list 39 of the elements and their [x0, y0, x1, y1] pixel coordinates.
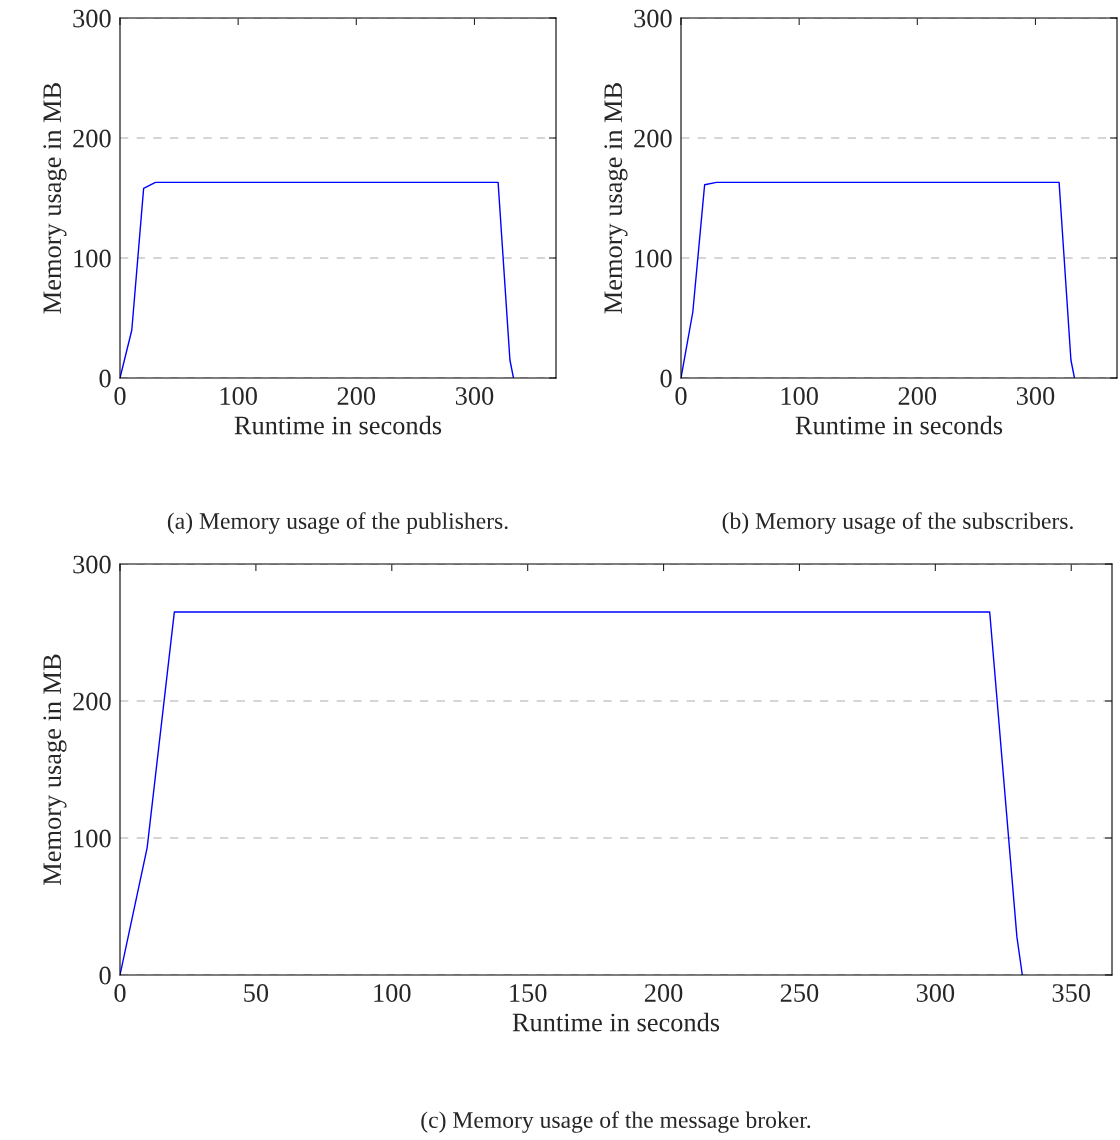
y-tick-label: 300: [73, 9, 111, 28]
text: (a) Memory usage of the publishers.: [167, 512, 508, 534]
x-tick-label: 0: [114, 387, 126, 405]
y-tick-label: 100: [635, 249, 672, 268]
y-tick-label: 0: [660, 369, 672, 388]
x-tick-label: 300: [455, 387, 494, 405]
y-tick-label: 200: [634, 129, 672, 148]
y-tick-label: 200: [73, 129, 111, 148]
x-tick-label: 300: [916, 984, 955, 1002]
y-axis-title: Memory usage in MB: [604, 83, 628, 314]
x-tick-label: 50: [244, 984, 269, 1002]
y-tick-label: 100: [74, 249, 111, 268]
x-tick-label: 0: [114, 984, 126, 1002]
y-tick-label: 0: [99, 966, 111, 985]
x-tick-label: 100: [781, 387, 818, 405]
x-tick-label: 200: [898, 387, 937, 405]
x-axis-title: Runtime in seconds: [795, 415, 1003, 435]
x-tick-label: 300: [1016, 387, 1055, 405]
x-tick-label: 0: [675, 387, 687, 405]
x-tick-label: 250: [780, 984, 819, 1002]
line-series: [120, 181, 515, 378]
y-tick-label: 200: [73, 692, 111, 711]
x-axis-title: Runtime in seconds: [512, 1012, 720, 1032]
y-tick-label: 100: [74, 829, 111, 848]
y-axis-title: Memory usage in MB: [43, 654, 67, 885]
x-tick-label: 350: [1052, 984, 1091, 1002]
line-series: [120, 611, 1024, 975]
x-tick-label: 150: [510, 984, 547, 1002]
text: (c) Memory usage of the message broker.: [421, 1111, 811, 1133]
y-tick-label: 300: [73, 555, 111, 574]
x-tick-label: 100: [374, 984, 411, 1002]
line-series: [681, 181, 1076, 378]
x-tick-label: 100: [220, 387, 257, 405]
y-tick-label: 0: [99, 369, 111, 388]
y-tick-label: 300: [634, 9, 672, 28]
x-axis-title: Runtime in seconds: [234, 415, 442, 435]
y-axis-title: Memory usage in MB: [43, 83, 67, 314]
x-tick-label: 200: [337, 387, 376, 405]
text: (b) Memory usage of the subscribers.: [722, 512, 1073, 534]
